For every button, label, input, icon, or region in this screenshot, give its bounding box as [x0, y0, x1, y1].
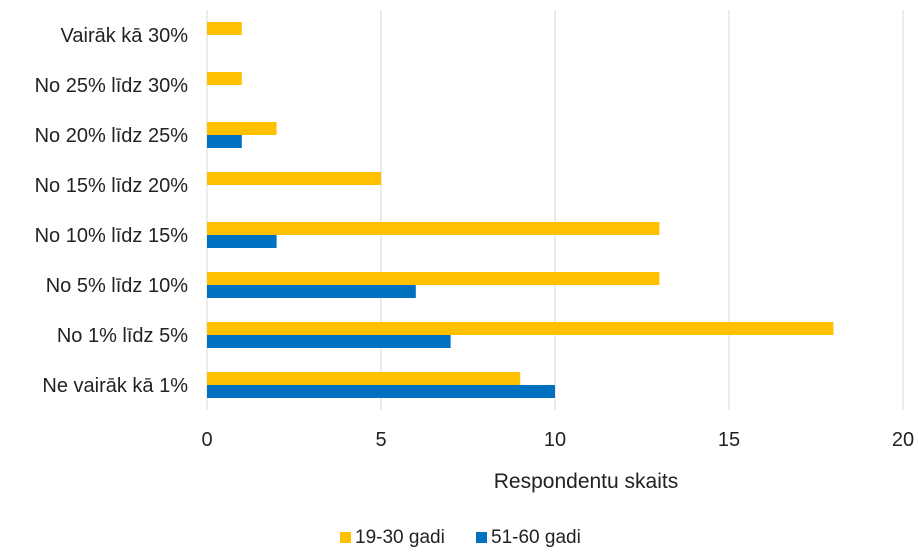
bar-series2-7 — [207, 385, 555, 398]
gridlines — [206, 10, 904, 410]
x-tick-label-15: 15 — [718, 429, 740, 451]
category-label-3: No 15% līdz 20% — [35, 175, 189, 197]
x-tick-label-10: 10 — [544, 429, 566, 451]
x-tick-label-20: 20 — [892, 429, 914, 451]
bar-series1-2 — [207, 122, 277, 135]
category-label-7: Ne vairāk kā 1% — [42, 375, 188, 397]
bar-series1-1 — [207, 72, 242, 85]
bar-series1-3 — [207, 172, 381, 185]
bar-series1-0 — [207, 22, 242, 35]
legend-label-1: 19-30 gadi — [355, 527, 445, 548]
category-label-0: Vairāk kā 30% — [61, 25, 189, 47]
bar-series1-6 — [207, 322, 834, 335]
legend-label-2: 51-60 gadi — [491, 527, 581, 548]
bars — [207, 22, 834, 398]
category-label-6: No 1% līdz 5% — [57, 325, 188, 347]
x-tick-label-5: 5 — [375, 429, 386, 451]
category-label-5: No 5% līdz 10% — [46, 275, 189, 297]
legend-swatch-1 — [340, 532, 351, 543]
x-tick-label-0: 0 — [201, 429, 212, 451]
x-tick-labels: 0 5 10 15 20 — [201, 429, 914, 451]
legend-swatch-2 — [476, 532, 487, 543]
category-label-4: No 10% līdz 15% — [35, 225, 189, 247]
category-label-2: No 20% līdz 25% — [35, 125, 189, 147]
bar-series2-5 — [207, 285, 416, 298]
category-label-1: No 25% līdz 30% — [35, 75, 189, 97]
bar-series1-7 — [207, 372, 521, 385]
bar-series1-4 — [207, 222, 660, 235]
bar-series2-4 — [207, 235, 277, 248]
x-axis-title: Respondentu skaits — [494, 470, 678, 493]
category-labels: Vairāk kā 30% No 25% līdz 30% No 20% līdz … — [35, 25, 189, 397]
bar-series2-6 — [207, 335, 451, 348]
legend: 19-30 gadi 51-60 gadi — [340, 527, 581, 548]
bar-series1-5 — [207, 272, 660, 285]
bar-series2-2 — [207, 135, 242, 148]
